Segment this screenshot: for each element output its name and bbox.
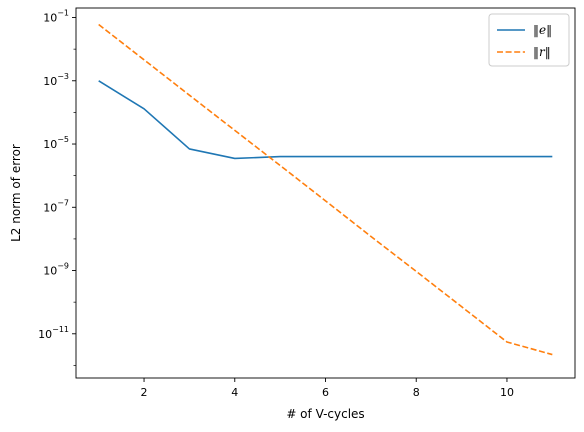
x-tick-label: 2: [141, 386, 148, 399]
series-line-1: [98, 80, 553, 160]
legend: ‖e‖ ‖r‖: [488, 13, 570, 67]
y-tick-label: 10−9: [43, 262, 69, 278]
y-axis-label: L2 norm of error: [9, 144, 23, 242]
x-axis-label: # of V-cycles: [286, 407, 364, 421]
x-tick-label: 4: [231, 386, 238, 399]
y-tick-label: 10−3: [43, 72, 69, 88]
x-tick-label: 6: [322, 386, 329, 399]
y-tick-label: 10−11: [38, 325, 69, 341]
legend-label-1: ‖e‖: [533, 23, 552, 37]
y-tick-label: 10−1: [43, 9, 69, 25]
x-tick-label: 10: [500, 386, 514, 399]
legend-box: [488, 13, 570, 67]
x-axis: 2 4 6 8 10: [141, 378, 514, 399]
series-layer: [98, 23, 553, 356]
legend-label-2: ‖r‖: [533, 45, 551, 59]
y-axis: 10−11 10−9 10−7 10−5 10−3 10−1: [38, 9, 76, 366]
y-tick-label: 10−5: [43, 135, 69, 151]
x-tick-label: 8: [413, 386, 420, 399]
series-line-2: [98, 23, 553, 356]
y-tick-label: 10−7: [43, 198, 69, 214]
